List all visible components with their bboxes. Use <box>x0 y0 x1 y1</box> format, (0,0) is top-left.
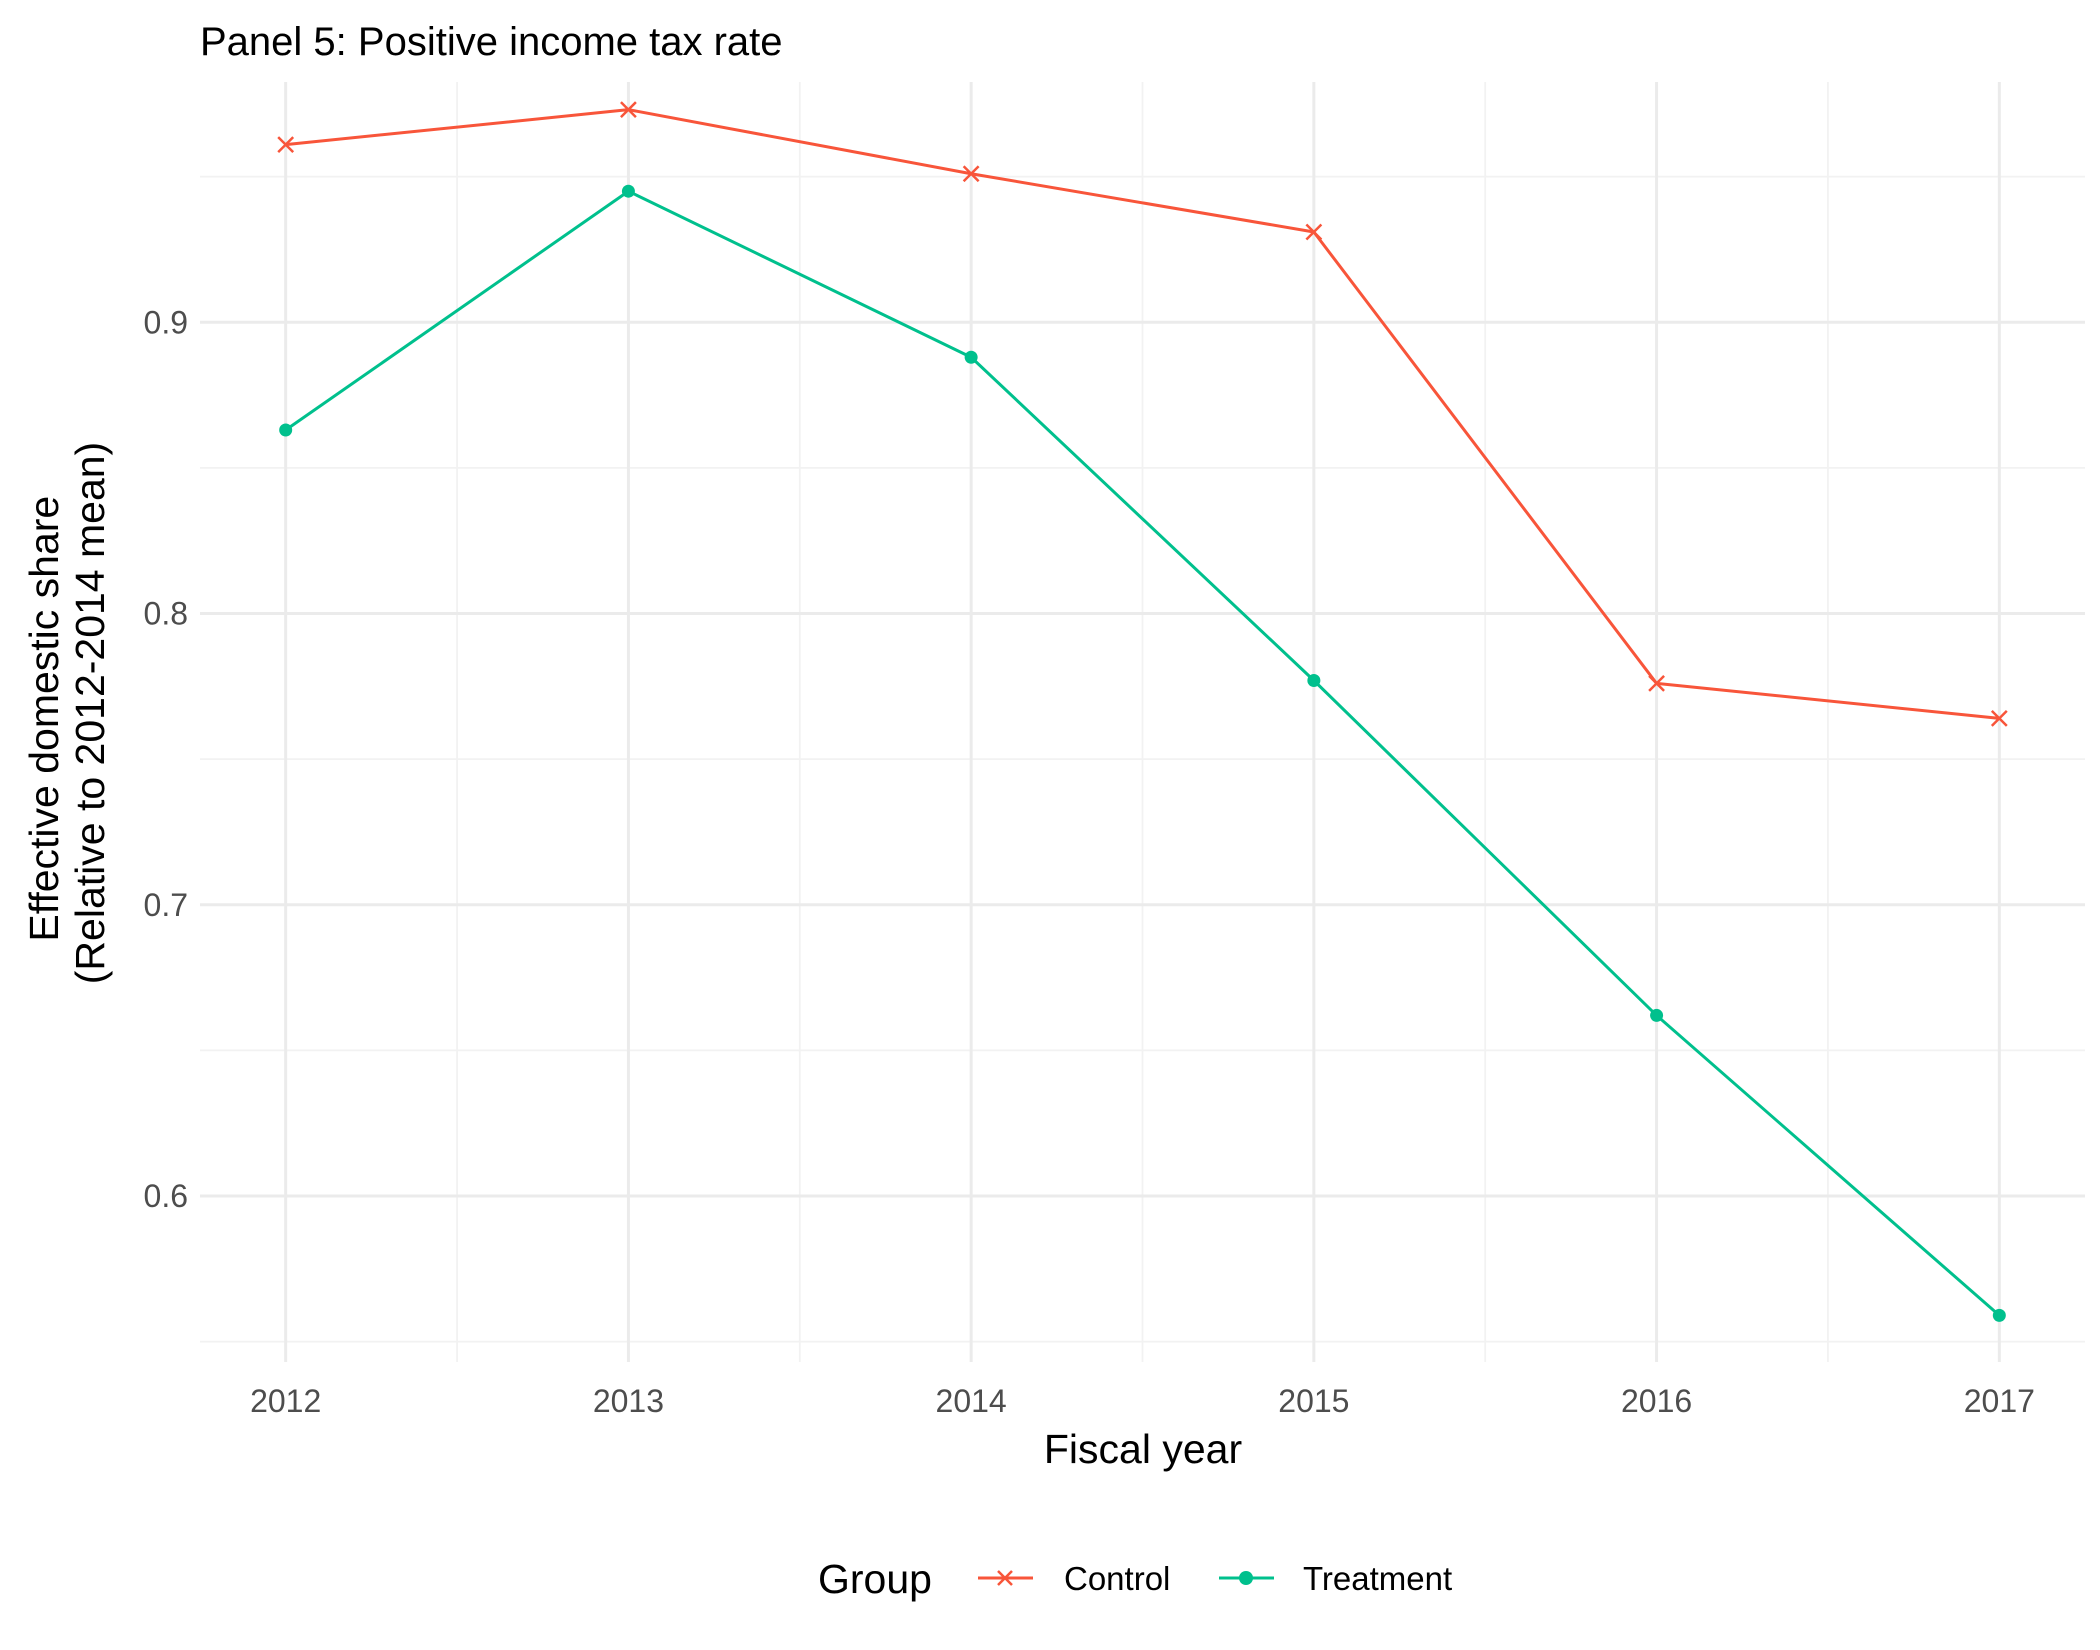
grid-lines <box>200 82 2085 1362</box>
y-tick-label: 0.9 <box>144 304 188 340</box>
data-point-control-2014 <box>962 165 980 183</box>
data-point-control-2016 <box>1648 675 1665 692</box>
y-tick-label: 0.8 <box>144 596 188 632</box>
data-point-control-2017 <box>1990 709 2008 727</box>
x-tick-label: 2017 <box>1964 1383 2035 1419</box>
data-point-control-2012 <box>277 136 295 154</box>
legend-key-control-marker <box>997 1570 1013 1586</box>
data-point-treatment-2014 <box>964 350 978 364</box>
legend: Group Control Treatment <box>818 1556 1452 1602</box>
y-axis-title-line-2: (Relative to 2012-2014 mean) <box>67 442 113 984</box>
legend-item-control: Control <box>978 1560 1170 1597</box>
x-tick-label: 2012 <box>250 1383 321 1419</box>
data-point-control-2013 <box>620 101 637 119</box>
x-tick-label: 2016 <box>1621 1383 1692 1419</box>
x-axis-title: Fiscal year <box>1044 1426 1242 1472</box>
y-tick-label: 0.7 <box>144 887 188 923</box>
legend-key-treatment-marker <box>1239 1571 1253 1585</box>
data-point-treatment-2015 <box>1307 673 1321 687</box>
legend-item-treatment: Treatment <box>1219 1560 1452 1597</box>
y-axis-title-line-1: Effective domestic share <box>21 496 67 942</box>
chart-title: Panel 5: Positive income tax rate <box>200 20 783 64</box>
tick-labels: 0.6 0.7 0.8 0.9 2012 2013 2014 2015 2016 2017 <box>144 304 2035 1419</box>
x-tick-label: 2015 <box>1278 1383 1349 1419</box>
series-line-treatment <box>284 189 2001 1317</box>
series-line-control <box>285 108 2000 720</box>
x-tick-label: 2013 <box>593 1383 664 1419</box>
y-tick-label: 0.6 <box>144 1178 188 1214</box>
legend-label-treatment: Treatment <box>1303 1560 1452 1597</box>
x-tick-label: 2014 <box>936 1383 1007 1419</box>
series-layer <box>277 101 2008 1322</box>
data-point-treatment-2013 <box>621 184 635 198</box>
data-point-control-2015 <box>1305 223 1323 241</box>
y-axis-title: Effective domestic share (Relative to 20… <box>21 442 113 984</box>
legend-title: Group <box>818 1556 932 1602</box>
data-point-treatment-2012 <box>279 423 293 437</box>
data-point-treatment-2016 <box>1650 1008 1664 1022</box>
data-point-treatment-2017 <box>1992 1308 2006 1322</box>
legend-label-control: Control <box>1064 1560 1170 1597</box>
